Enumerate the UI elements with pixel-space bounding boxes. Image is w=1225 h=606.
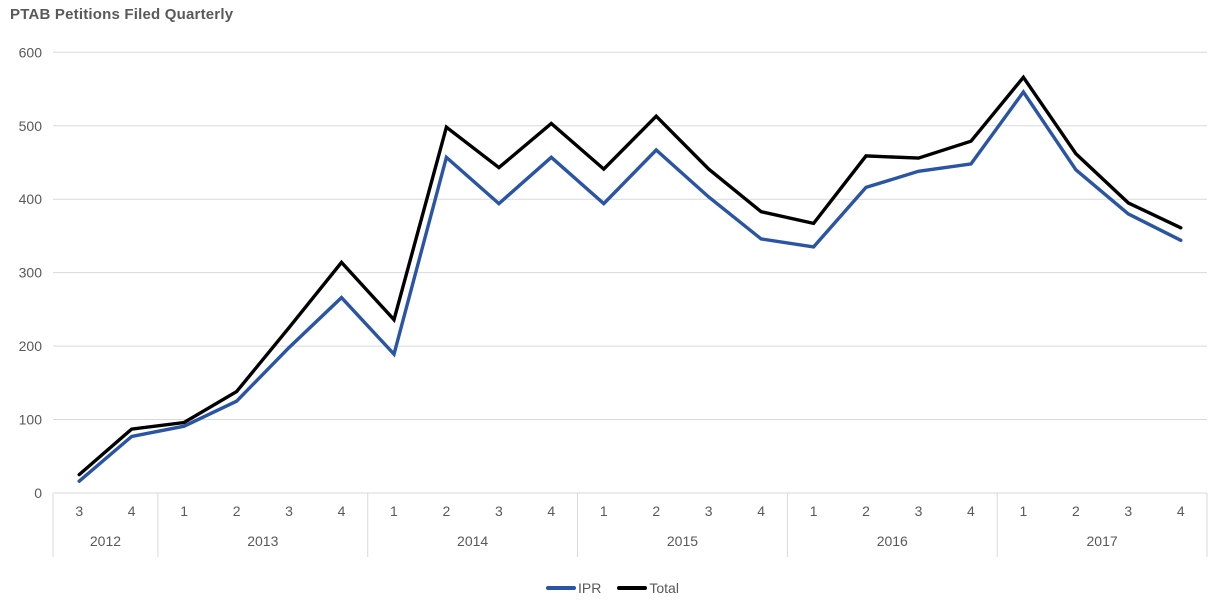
x-axis-quarter-label: 2 [652, 503, 660, 519]
x-axis-quarter-label: 2 [233, 503, 241, 519]
x-axis-quarter-label: 3 [495, 503, 503, 519]
x-axis-quarter-label: 2 [443, 503, 451, 519]
x-axis-quarter-label: 1 [180, 503, 188, 519]
total-series-line [77, 74, 1183, 477]
y-axis-tick-label: 0 [34, 485, 42, 501]
x-axis-year-label: 2014 [457, 533, 488, 549]
x-axis-year-label: 2013 [247, 533, 278, 549]
chart-title: PTAB Petitions Filed Quarterly [10, 6, 234, 23]
legend-item-total: Total [617, 580, 679, 596]
total-line-swatch-icon [617, 586, 648, 590]
ipr-series-line [77, 89, 1183, 483]
x-axis-quarter-label: 2 [862, 503, 870, 519]
ipr-line-swatch-icon [546, 586, 577, 590]
x-axis-quarter-label: 4 [967, 503, 975, 519]
x-axis-quarter-label: 3 [75, 503, 83, 519]
x-axis-quarter-label: 3 [285, 503, 293, 519]
legend-label-total: Total [649, 580, 679, 596]
x-axis-quarter-label: 4 [338, 503, 346, 519]
chart-legend: IPR Total [0, 580, 1225, 596]
y-axis-tick-label: 100 [19, 412, 43, 428]
legend-label-ipr: IPR [578, 580, 602, 596]
x-axis-quarter-label: 4 [128, 503, 136, 519]
x-axis-quarter-label: 1 [600, 503, 608, 519]
y-axis-tick-label: 200 [19, 338, 43, 354]
x-axis-quarter-label: 3 [705, 503, 713, 519]
y-axis-tick-label: 500 [19, 118, 43, 134]
x-axis-quarter-label: 1 [810, 503, 818, 519]
y-axis-tick-label: 300 [19, 265, 43, 281]
x-axis-quarter-label: 4 [1177, 503, 1185, 519]
x-axis-quarter-label: 3 [915, 503, 923, 519]
x-axis-quarter-label: 2 [1072, 503, 1080, 519]
x-axis-year-label: 2015 [667, 533, 698, 549]
x-axis-quarter-label: 4 [547, 503, 555, 519]
x-axis-quarter-label: 1 [390, 503, 398, 519]
x-axis-quarter-label: 1 [1020, 503, 1028, 519]
x-axis-year-label: 2016 [877, 533, 908, 549]
y-axis-tick-label: 600 [19, 44, 43, 60]
legend-item-ipr: IPR [546, 580, 601, 596]
x-axis-year-label: 2017 [1087, 533, 1118, 549]
x-axis-quarter-label: 3 [1124, 503, 1132, 519]
y-axis-tick-label: 400 [19, 191, 43, 207]
x-axis-quarter-label: 4 [757, 503, 765, 519]
x-axis-year-label: 2012 [90, 533, 121, 549]
